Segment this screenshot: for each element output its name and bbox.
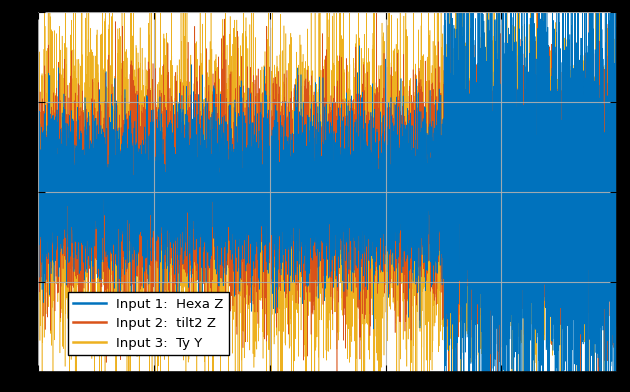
- Line: Input 2:  tilt2 Z: Input 2: tilt2 Z: [38, 0, 617, 392]
- Input 2:  tilt2 Z: (1e+04, 0.433): tilt2 Z: (1e+04, 0.433): [614, 112, 621, 116]
- Line: Input 1:  Hexa Z: Input 1: Hexa Z: [38, 0, 617, 392]
- Input 2:  tilt2 Z: (1.96e+03, 0.00499): tilt2 Z: (1.96e+03, 0.00499): [147, 189, 155, 194]
- Input 2:  tilt2 Z: (598, 0.0807): tilt2 Z: (598, 0.0807): [69, 175, 76, 180]
- Input 1:  Hexa Z: (414, 0.00736): Hexa Z: (414, 0.00736): [58, 189, 66, 193]
- Input 3:  Ty Y: (0, 0.209): Ty Y: (0, 0.209): [34, 152, 42, 157]
- Input 3:  Ty Y: (414, 0.14): Ty Y: (414, 0.14): [58, 165, 66, 169]
- Input 3:  Ty Y: (1e+04, 0.271): Ty Y: (1e+04, 0.271): [614, 141, 621, 146]
- Input 3:  Ty Y: (9.47e+03, 0.173): Ty Y: (9.47e+03, 0.173): [583, 158, 590, 163]
- Input 2:  tilt2 Z: (414, 0.001): tilt2 Z: (414, 0.001): [58, 190, 66, 194]
- Input 1:  Hexa Z: (598, 0.0456): Hexa Z: (598, 0.0456): [69, 181, 76, 186]
- Input 3:  Ty Y: (4.89e+03, 0.267): Ty Y: (4.89e+03, 0.267): [318, 142, 325, 146]
- Input 1:  Hexa Z: (9.47e+03, -0.373): Hexa Z: (9.47e+03, -0.373): [583, 257, 590, 262]
- Input 2:  tilt2 Z: (0, -0.19): tilt2 Z: (0, -0.19): [34, 224, 42, 229]
- Input 2:  tilt2 Z: (45, 0.0337): tilt2 Z: (45, 0.0337): [37, 184, 44, 189]
- Input 1:  Hexa Z: (1.96e+03, -0.0102): Hexa Z: (1.96e+03, -0.0102): [147, 192, 155, 196]
- Legend: Input 1:  Hexa Z, Input 2:  tilt2 Z, Input 3:  Ty Y: Input 1: Hexa Z, Input 2: tilt2 Z, Input…: [67, 292, 229, 355]
- Input 3:  Ty Y: (598, -0.187): Ty Y: (598, -0.187): [69, 223, 76, 228]
- Input 3:  Ty Y: (1.96e+03, -0.0231): Ty Y: (1.96e+03, -0.0231): [147, 194, 155, 199]
- Line: Input 3:  Ty Y: Input 3: Ty Y: [38, 0, 617, 392]
- Input 2:  tilt2 Z: (4.89e+03, 0.364): tilt2 Z: (4.89e+03, 0.364): [318, 124, 325, 129]
- Input 1:  Hexa Z: (0, 0.484): Hexa Z: (0, 0.484): [34, 102, 42, 107]
- Input 1:  Hexa Z: (1e+04, 0.048): Hexa Z: (1e+04, 0.048): [614, 181, 621, 186]
- Input 1:  Hexa Z: (45, 0.136): Hexa Z: (45, 0.136): [37, 165, 44, 170]
- Input 1:  Hexa Z: (4.89e+03, 0.0908): Hexa Z: (4.89e+03, 0.0908): [318, 173, 325, 178]
- Input 2:  tilt2 Z: (9.47e+03, -0.857): tilt2 Z: (9.47e+03, -0.857): [583, 344, 590, 349]
- Input 3:  Ty Y: (45, -0.302): Ty Y: (45, -0.302): [37, 244, 44, 249]
